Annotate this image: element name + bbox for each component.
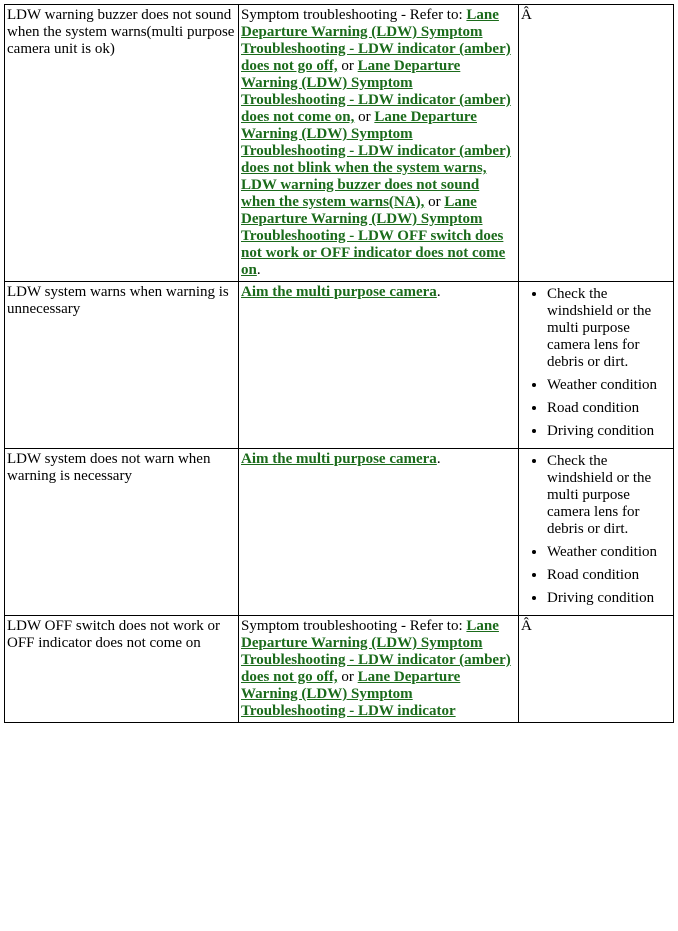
action-cell: Aim the multi purpose camera. [239, 282, 519, 449]
symptom-text: LDW system warns when warning is unneces… [7, 284, 229, 317]
symptom-cell: LDW warning buzzer does not sound when t… [5, 5, 239, 282]
action-text: Symptom troubleshooting - Refer to: [241, 618, 466, 634]
troubleshooting-table: LDW warning buzzer does not sound when t… [4, 4, 674, 723]
notes-text: Â [521, 618, 532, 634]
action-cell: Symptom troubleshooting - Refer to: Lane… [239, 616, 519, 723]
list-item: Check the windshield or the multi purpos… [547, 453, 671, 538]
action-text: or [338, 58, 358, 74]
action-text: or [424, 194, 444, 210]
list-item: Road condition [547, 400, 671, 417]
notes-cell: Check the windshield or the multi purpos… [519, 282, 674, 449]
symptom-cell: LDW OFF switch does not work or OFF indi… [5, 616, 239, 723]
table-row: LDW system warns when warning is unneces… [5, 282, 674, 449]
symptom-cell: LDW system does not warn when warning is… [5, 449, 239, 616]
notes-cell: Â [519, 616, 674, 723]
notes-text: Â [521, 7, 532, 23]
table-row: LDW system does not warn when warning is… [5, 449, 674, 616]
list-item: Driving condition [547, 590, 671, 607]
symptom-cell: LDW system warns when warning is unneces… [5, 282, 239, 449]
table-row: LDW OFF switch does not work or OFF indi… [5, 616, 674, 723]
action-cell: Aim the multi purpose camera. [239, 449, 519, 616]
symptom-text: LDW warning buzzer does not sound when t… [7, 7, 234, 57]
action-text: . [257, 262, 261, 278]
list-item: Road condition [547, 567, 671, 584]
notes-list: Check the windshield or the multi purpos… [521, 286, 671, 440]
action-text: . [437, 284, 441, 300]
action-text: or [338, 669, 358, 685]
reference-link[interactable]: Aim the multi purpose camera [241, 284, 437, 300]
list-item: Weather condition [547, 544, 671, 561]
action-text: . [437, 451, 441, 467]
action-cell: Symptom troubleshooting - Refer to: Lane… [239, 5, 519, 282]
action-text: Symptom troubleshooting - Refer to: [241, 7, 466, 23]
symptom-text: LDW OFF switch does not work or OFF indi… [7, 618, 220, 651]
action-text: or [354, 109, 374, 125]
notes-cell: Check the windshield or the multi purpos… [519, 449, 674, 616]
table-body: LDW warning buzzer does not sound when t… [5, 5, 674, 723]
notes-list: Check the windshield or the multi purpos… [521, 453, 671, 607]
table-row: LDW warning buzzer does not sound when t… [5, 5, 674, 282]
list-item: Weather condition [547, 377, 671, 394]
notes-cell: Â [519, 5, 674, 282]
reference-link[interactable]: Aim the multi purpose camera [241, 451, 437, 467]
list-item: Check the windshield or the multi purpos… [547, 286, 671, 371]
list-item: Driving condition [547, 423, 671, 440]
symptom-text: LDW system does not warn when warning is… [7, 451, 210, 484]
